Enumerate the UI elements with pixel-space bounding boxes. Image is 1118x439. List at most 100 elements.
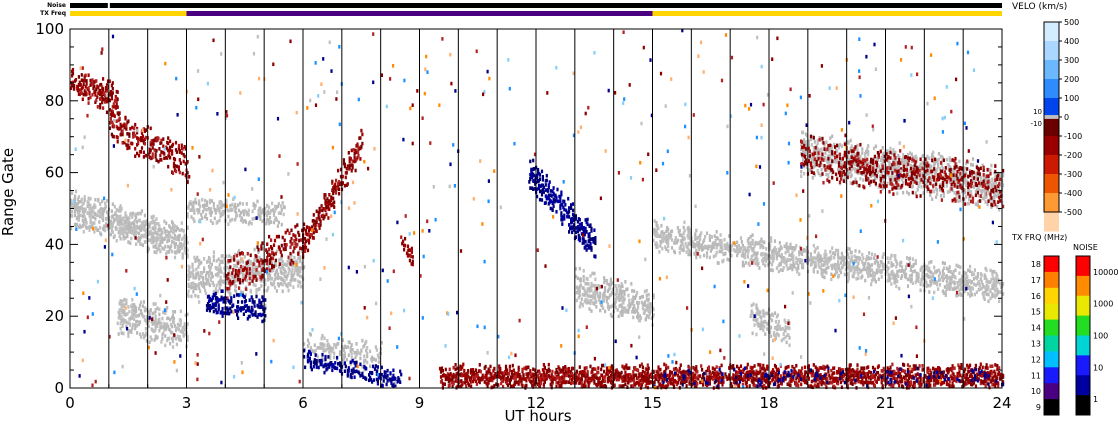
data-cell xyxy=(770,256,773,260)
data-cell xyxy=(788,336,791,340)
data-cell xyxy=(504,364,508,369)
data-cell xyxy=(287,282,290,286)
data-cell xyxy=(859,257,862,261)
data-cell xyxy=(780,252,783,257)
data-cell xyxy=(180,151,183,155)
data-cell xyxy=(82,92,85,97)
data-cell xyxy=(942,194,945,198)
data-cell xyxy=(217,271,220,276)
data-cell xyxy=(777,333,780,338)
data-cell xyxy=(117,220,120,224)
data-cell xyxy=(259,214,262,218)
data-cell xyxy=(847,266,850,270)
data-cell xyxy=(948,189,951,194)
data-cell xyxy=(792,246,795,250)
data-cell xyxy=(826,168,829,172)
data-cell xyxy=(678,246,681,251)
data-cell xyxy=(175,249,178,254)
data-cell xyxy=(128,146,131,150)
data-cell xyxy=(308,227,311,231)
data-cell xyxy=(356,156,359,160)
data-cell xyxy=(155,158,158,162)
data-cell xyxy=(750,309,753,313)
data-cell xyxy=(574,267,577,271)
data-cell xyxy=(251,270,254,274)
data-cell xyxy=(904,272,908,277)
data-cell xyxy=(115,214,118,218)
data-cell xyxy=(345,171,348,175)
data-cell xyxy=(987,285,990,289)
data-cell xyxy=(339,167,343,172)
data-cell xyxy=(769,254,772,258)
data-cell xyxy=(195,267,198,272)
data-cell xyxy=(758,266,761,270)
data-cell xyxy=(689,252,692,257)
data-cell xyxy=(785,242,788,246)
data-cell xyxy=(254,274,257,279)
data-cell xyxy=(155,148,158,153)
data-cell xyxy=(245,202,248,206)
data-cell xyxy=(140,312,144,317)
data-cell xyxy=(210,271,213,276)
data-cell xyxy=(843,256,846,260)
data-cell xyxy=(585,290,588,295)
data-cell xyxy=(892,263,895,267)
data-cell xyxy=(171,149,174,153)
data-cell xyxy=(892,150,895,155)
data-cell xyxy=(322,346,325,350)
data-cell xyxy=(314,348,317,353)
data-cell xyxy=(603,291,606,296)
data-cell xyxy=(175,237,178,241)
data-cell xyxy=(989,288,992,292)
data-cell xyxy=(183,145,186,149)
data-cell xyxy=(503,373,506,378)
data-cell xyxy=(312,213,315,217)
data-cell xyxy=(816,138,819,143)
data-cell xyxy=(109,219,112,224)
data-cell xyxy=(935,195,938,199)
data-cell xyxy=(670,234,673,238)
data-cell xyxy=(910,152,913,157)
data-cell xyxy=(766,311,769,316)
data-cell xyxy=(685,250,688,254)
data-cell xyxy=(670,246,674,250)
data-cell xyxy=(78,92,81,97)
data-cell xyxy=(997,290,1000,294)
data-cell xyxy=(144,153,147,158)
data-cell xyxy=(984,200,987,204)
data-cell xyxy=(880,182,883,186)
data-cell xyxy=(781,326,784,331)
data-cell xyxy=(850,173,853,178)
data-cell xyxy=(220,270,223,274)
data-cell xyxy=(237,250,240,255)
data-cell xyxy=(892,148,895,152)
data-cell xyxy=(124,211,127,215)
data-cell xyxy=(141,134,144,139)
data-cell xyxy=(816,270,819,274)
data-cell xyxy=(83,78,86,83)
data-cell xyxy=(87,101,90,105)
data-cell xyxy=(174,326,178,330)
data-cell xyxy=(76,197,79,201)
data-cell xyxy=(830,277,833,282)
data-cell xyxy=(116,222,119,226)
data-cell xyxy=(237,259,240,263)
data-cell xyxy=(454,379,457,383)
data-cell xyxy=(951,176,954,181)
data-cell xyxy=(833,159,836,164)
data-cell xyxy=(171,339,175,344)
data-cell xyxy=(137,211,140,216)
data-cell xyxy=(186,312,189,317)
data-cell xyxy=(513,374,516,378)
data-cell xyxy=(587,282,590,286)
data-cell xyxy=(178,248,181,253)
data-cell xyxy=(656,243,659,247)
data-cell xyxy=(195,257,198,262)
data-cell xyxy=(816,253,819,258)
data-cell xyxy=(966,283,969,288)
data-cell xyxy=(963,270,966,275)
data-cell xyxy=(770,262,774,267)
data-cell xyxy=(674,236,677,240)
data-cell xyxy=(141,304,144,308)
data-cell xyxy=(957,264,960,269)
